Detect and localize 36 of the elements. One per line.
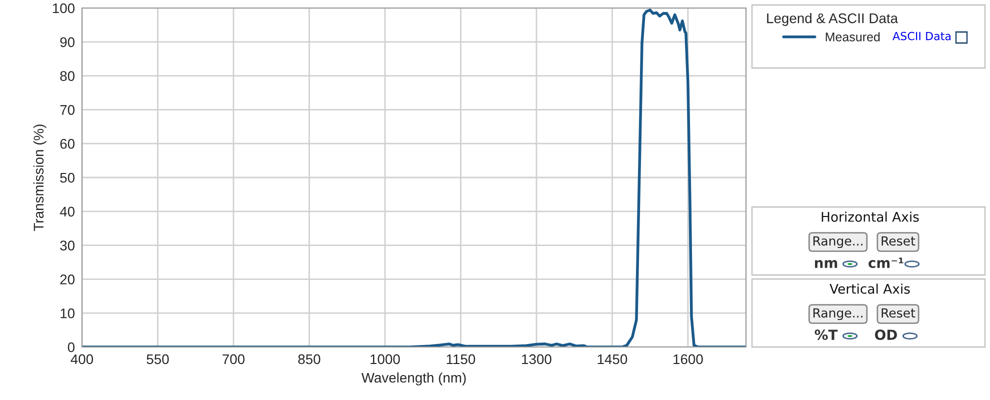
x-tick-label: 700 [222, 354, 245, 364]
text: nm [814, 260, 838, 268]
legend-label: Measured [826, 32, 880, 42]
text: cm⁻¹ [868, 258, 904, 268]
y-tick-label: 80 [60, 71, 75, 81]
x-tick-label: 550 [146, 354, 169, 364]
y-tick-label: 60 [60, 138, 75, 149]
y-tick-label: 50 [60, 172, 75, 183]
line-series [82, 8, 746, 347]
text: %T [814, 330, 838, 340]
x-tick-label: 850 [298, 354, 320, 364]
legend-title: Legend & ASCII Data [767, 13, 898, 26]
y-tick-label: 20 [60, 274, 75, 284]
y-tick-label: 0 [68, 342, 75, 352]
x-tick-label: 1450 [598, 354, 628, 364]
text: Vertical Axis [830, 284, 910, 294]
text: Reset [882, 308, 916, 318]
x-tick-label: 400 [70, 354, 94, 364]
x-tick-label: 1300 [522, 354, 552, 364]
y-axis-title: Transmission (%) [33, 124, 46, 231]
x-axis-title: Wavelength (nm) [361, 372, 466, 386]
y-tick-label: 70 [60, 105, 75, 115]
x-tick-label: 1000 [370, 354, 400, 364]
x-tick-label: 1600 [674, 354, 703, 364]
text: Reset [882, 236, 916, 246]
y-tick-label: 100 [52, 3, 75, 14]
text: ASCII Data [892, 32, 951, 40]
y-tick-label: 40 [60, 206, 75, 217]
text: Range... [813, 308, 862, 320]
y-tick-label: 10 [60, 308, 75, 318]
text: Horizontal Axis [822, 212, 919, 222]
y-tick-label: 30 [60, 240, 75, 250]
text: OD [875, 330, 897, 340]
text: Range... [813, 236, 862, 248]
y-tick-label: 90 [60, 37, 75, 48]
x-tick-label: 1150 [446, 354, 476, 364]
